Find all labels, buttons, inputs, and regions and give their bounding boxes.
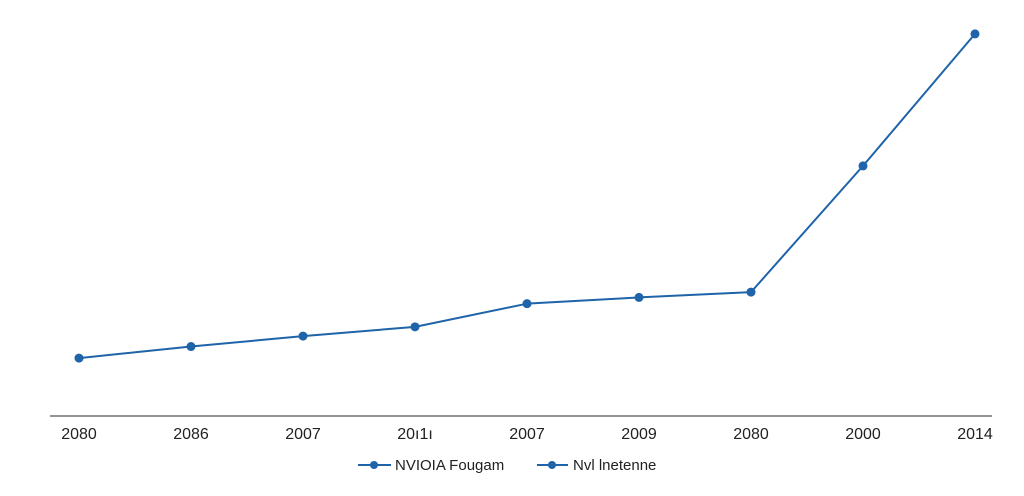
- x-tick-label-7: 2000: [845, 426, 881, 443]
- legend-swatch-marker-0: [370, 461, 378, 469]
- series-line-0: [78, 33, 976, 360]
- x-tick-label-4: 2007: [509, 426, 545, 443]
- legend-label-1: Nvl lnetenne: [573, 457, 656, 474]
- x-tick-label-3: 20ı1ı: [397, 426, 433, 443]
- x-tick-labels: 2080 2086 2007 20ı1ı 2007 2009 2080 2000 2014: [61, 426, 993, 443]
- data-point-0-1: [186, 342, 196, 352]
- data-point-0-5: [634, 292, 644, 302]
- data-point-0-0: [74, 353, 84, 363]
- data-point-0-3: [410, 322, 420, 332]
- x-tick-label-0: 2080: [61, 426, 97, 443]
- data-point-0-8: [970, 29, 980, 39]
- data-point-0-4: [522, 299, 532, 309]
- x-tick-label-6: 2080: [733, 426, 769, 443]
- legend-swatch-marker-1: [548, 461, 556, 469]
- data-point-0-2: [298, 331, 308, 341]
- series-layer: [74, 29, 980, 363]
- x-tick-label-5: 2009: [621, 426, 657, 443]
- legend: NVIOIA Fougam Nvl lnetenne: [358, 457, 656, 474]
- data-point-0-7: [858, 161, 868, 171]
- legend-entry-1: Nvl lnetenne: [537, 457, 656, 474]
- legend-label-0: NVIOIA Fougam: [395, 457, 504, 474]
- x-tick-label-8: 2014: [957, 426, 993, 443]
- legend-entry-0: NVIOIA Fougam: [358, 457, 504, 474]
- x-tick-label-1: 2086: [173, 426, 209, 443]
- data-point-0-6: [746, 287, 756, 297]
- x-tick-label-2: 2007: [285, 426, 321, 443]
